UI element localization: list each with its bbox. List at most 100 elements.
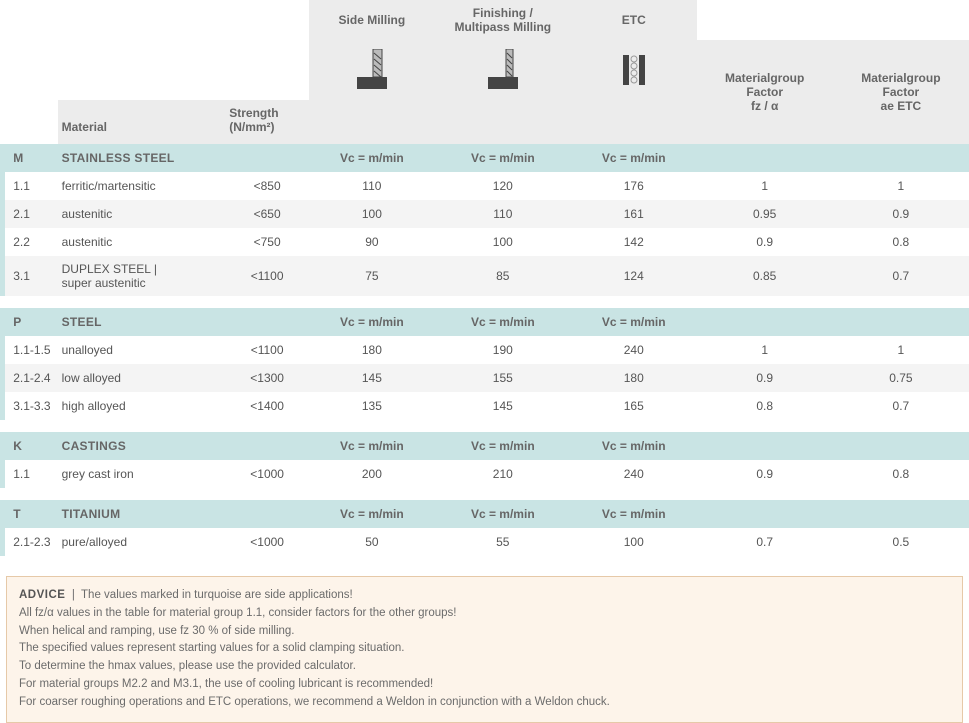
vc-label: Vc = m/min: [309, 144, 435, 172]
row-etc: 240: [571, 336, 697, 364]
group-name: STEEL: [58, 308, 226, 336]
row-side-milling: 145: [309, 364, 435, 392]
group-name: STAINLESS STEEL: [58, 144, 226, 172]
row-finish-milling: 210: [435, 460, 571, 488]
advice-label: ADVICE: [19, 589, 65, 601]
group-code: M: [5, 144, 57, 172]
row-code: 3.1-3.3: [5, 392, 57, 420]
group-header-row: MSTAINLESS STEELVc = m/minVc = m/minVc =…: [0, 144, 969, 172]
row-side-milling: 135: [309, 392, 435, 420]
row-strength: <1100: [225, 336, 309, 364]
header-icons-row: Materialgroup Factor fz / α Materialgrou…: [0, 40, 969, 100]
row-material: austenitic: [58, 200, 226, 228]
col-etc: ETC: [571, 0, 697, 40]
row-side-milling: 90: [309, 228, 435, 256]
vc-label: Vc = m/min: [571, 308, 697, 336]
row-factor-ae: 0.75: [833, 364, 969, 392]
data-row: 1.1ferritic/martensitic<85011012017611: [0, 172, 969, 200]
advice-text: The values marked in turquoise are side …: [19, 589, 610, 708]
row-strength: <1000: [225, 460, 309, 488]
group-spacer: [0, 420, 969, 432]
row-finish-milling: 100: [435, 228, 571, 256]
row-code: 2.1-2.4: [5, 364, 57, 392]
row-factor-ae: 0.7: [833, 392, 969, 420]
row-material: unalloyed: [58, 336, 226, 364]
advice-sep: |: [69, 589, 81, 601]
row-side-milling: 110: [309, 172, 435, 200]
row-strength: <1400: [225, 392, 309, 420]
data-row: 2.1-2.4low alloyed<13001451551800.90.75: [0, 364, 969, 392]
etc-icon: [571, 40, 697, 100]
row-code: 2.2: [5, 228, 57, 256]
row-material: grey cast iron: [58, 460, 226, 488]
vc-label: Vc = m/min: [435, 308, 571, 336]
row-material: DUPLEX STEEL |super austenitic: [58, 256, 226, 296]
vc-label: Vc = m/min: [309, 432, 435, 460]
row-side-milling: 180: [309, 336, 435, 364]
data-row: 3.1DUPLEX STEEL |super austenitic<110075…: [0, 256, 969, 296]
data-row: 2.1-2.3pure/alloyed<100050551000.70.5: [0, 528, 969, 556]
row-finish-milling: 55: [435, 528, 571, 556]
vc-label: Vc = m/min: [435, 500, 571, 528]
row-code: 2.1: [5, 200, 57, 228]
row-finish-milling: 145: [435, 392, 571, 420]
vc-label: Vc = m/min: [435, 144, 571, 172]
row-etc: 100: [571, 528, 697, 556]
row-strength: <650: [225, 200, 309, 228]
row-strength: <750: [225, 228, 309, 256]
row-material: high alloyed: [58, 392, 226, 420]
row-side-milling: 50: [309, 528, 435, 556]
group-spacer: [0, 488, 969, 500]
data-row: 1.1-1.5unalloyed<110018019024011: [0, 336, 969, 364]
row-material: pure/alloyed: [58, 528, 226, 556]
group-header-row: PSTEELVc = m/minVc = m/minVc = m/min: [0, 308, 969, 336]
row-factor-fz: 1: [697, 172, 833, 200]
row-code: 2.1-2.3: [5, 528, 57, 556]
row-etc: 161: [571, 200, 697, 228]
data-row: 1.1grey cast iron<10002002102400.90.8: [0, 460, 969, 488]
vc-label: Vc = m/min: [571, 500, 697, 528]
group-code: P: [5, 308, 57, 336]
row-factor-fz: 0.9: [697, 364, 833, 392]
col-factor-ae: Materialgroup Factor ae ETC: [833, 40, 969, 144]
row-code: 1.1-1.5: [5, 336, 57, 364]
row-factor-ae: 0.5: [833, 528, 969, 556]
group-name: CASTINGS: [58, 432, 226, 460]
header-top-row: Side Milling Finishing / Multipass Milli…: [0, 0, 969, 40]
data-row: 2.2austenitic<750901001420.90.8: [0, 228, 969, 256]
vc-label: Vc = m/min: [435, 432, 571, 460]
row-code: 1.1: [5, 172, 57, 200]
row-finish-milling: 155: [435, 364, 571, 392]
cutting-data-table: Side Milling Finishing / Multipass Milli…: [0, 0, 969, 568]
row-factor-fz: 1: [697, 336, 833, 364]
row-strength: <1100: [225, 256, 309, 296]
row-factor-fz: 0.7: [697, 528, 833, 556]
row-side-milling: 75: [309, 256, 435, 296]
col-finish-milling: Finishing / Multipass Milling: [435, 0, 571, 40]
row-material: low alloyed: [58, 364, 226, 392]
row-strength: <1300: [225, 364, 309, 392]
col-strength: Strength (N/mm²): [225, 100, 309, 144]
row-strength: <1000: [225, 528, 309, 556]
row-material: ferritic/martensitic: [58, 172, 226, 200]
group-header-row: TTITANIUMVc = m/minVc = m/minVc = m/min: [0, 500, 969, 528]
row-finish-milling: 85: [435, 256, 571, 296]
row-etc: 124: [571, 256, 697, 296]
row-factor-ae: 1: [833, 172, 969, 200]
finish-milling-icon: [435, 40, 571, 100]
row-factor-fz: 0.9: [697, 228, 833, 256]
row-etc: 142: [571, 228, 697, 256]
row-code: 1.1: [5, 460, 57, 488]
row-side-milling: 100: [309, 200, 435, 228]
row-factor-fz: 0.9: [697, 460, 833, 488]
row-factor-ae: 0.8: [833, 228, 969, 256]
row-finish-milling: 190: [435, 336, 571, 364]
row-factor-fz: 0.95: [697, 200, 833, 228]
row-etc: 176: [571, 172, 697, 200]
group-spacer: [0, 556, 969, 568]
row-code: 3.1: [5, 256, 57, 296]
row-material: austenitic: [58, 228, 226, 256]
vc-label: Vc = m/min: [309, 500, 435, 528]
row-factor-fz: 0.8: [697, 392, 833, 420]
row-factor-ae: 1: [833, 336, 969, 364]
